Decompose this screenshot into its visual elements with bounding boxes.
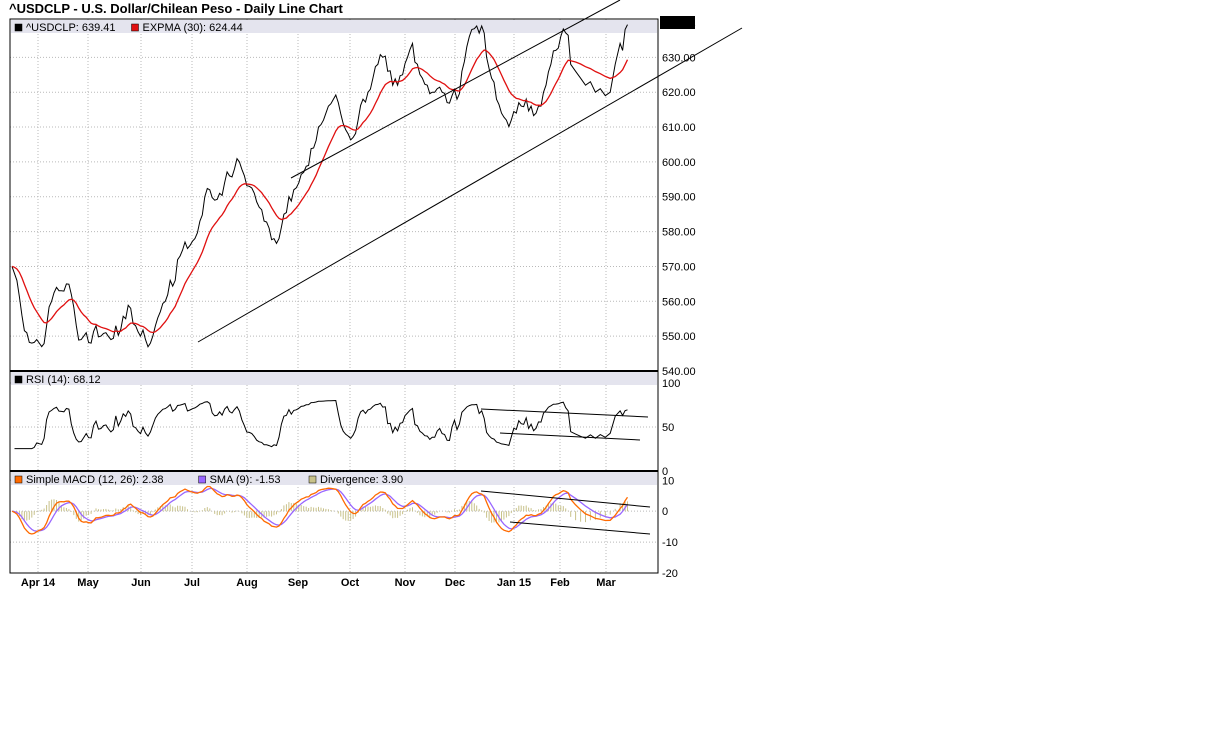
price-tick-label: 540.00 (662, 366, 696, 378)
macd-line (11, 485, 629, 535)
rsi-legend-bar (11, 372, 657, 385)
rsi-line (14, 399, 628, 450)
x-tick-label: Nov (395, 577, 417, 589)
expma-line (11, 49, 629, 334)
macd-tick-label: -20 (662, 568, 678, 580)
legend-label: EXPMA (30): 624.44 (143, 22, 243, 34)
x-tick-label: Jul (184, 577, 200, 589)
x-tick-label: Dec (445, 577, 465, 589)
price-tick-label: 620.00 (662, 87, 696, 99)
legend-label: ^USDCLP: 639.41 (26, 22, 116, 34)
legend-swatch (14, 375, 23, 384)
macd-upper-trendline (480, 490, 651, 508)
price-line (11, 24, 628, 348)
legend-swatch (198, 475, 206, 484)
price-tick-label: 590.00 (662, 192, 696, 204)
price-tick-label: 550.00 (662, 331, 696, 343)
x-tick-label: Jan 15 (497, 577, 531, 589)
macd-tick-label: 10 (662, 475, 674, 487)
price-tick-label: 630.00 (662, 52, 696, 64)
macd-tick-label: 0 (662, 506, 668, 518)
price-tick-label: 560.00 (662, 296, 696, 308)
last-value-tag (660, 16, 695, 29)
legend-label: SMA (9): -1.53 (210, 474, 281, 486)
x-tick-label: Mar (596, 577, 616, 589)
price-tick-label: 610.00 (662, 122, 696, 134)
x-tick-label: May (77, 577, 99, 589)
legend-swatch (131, 23, 139, 32)
rsi-tick-label: 50 (662, 422, 674, 434)
upper-channel-line (290, 0, 621, 179)
x-tick-label: Oct (341, 577, 360, 589)
price-tick-label: 570.00 (662, 261, 696, 273)
price-tick-label: 580.00 (662, 227, 696, 239)
chart-frame (9, 18, 659, 574)
legend-label: Divergence: 3.90 (320, 474, 403, 486)
legend-swatch (14, 475, 23, 484)
rsi-lower-trendline (499, 432, 641, 441)
macd-legend-bar (11, 472, 657, 485)
legend-label: Simple MACD (12, 26): 2.38 (26, 474, 164, 486)
x-tick-label: Sep (288, 577, 308, 589)
legend-label: RSI (14): 68.12 (26, 374, 101, 386)
rsi-tick-label: 100 (662, 378, 680, 390)
x-tick-label: Feb (550, 577, 570, 589)
signal-line (11, 487, 629, 532)
rsi-upper-trendline (480, 408, 649, 418)
macd-lower-trendline (509, 521, 651, 535)
lower-channel-line (197, 27, 743, 343)
x-tick-label: Jun (131, 577, 151, 589)
macd-tick-label: -10 (662, 537, 678, 549)
chart-title: ^USDCLP - U.S. Dollar/Chilean Peso - Dai… (9, 1, 343, 16)
price-legend-bar (11, 20, 657, 33)
legend-swatch (308, 475, 317, 484)
rsi-tick-label: 0 (662, 466, 668, 478)
last-value-label: 639.41 (662, 17, 696, 29)
x-tick-label: Aug (236, 577, 257, 589)
x-tick-label: Apr 14 (21, 577, 56, 589)
legend-swatch (14, 23, 23, 32)
price-tick-label: 600.00 (662, 157, 696, 169)
grid (10, 19, 658, 573)
